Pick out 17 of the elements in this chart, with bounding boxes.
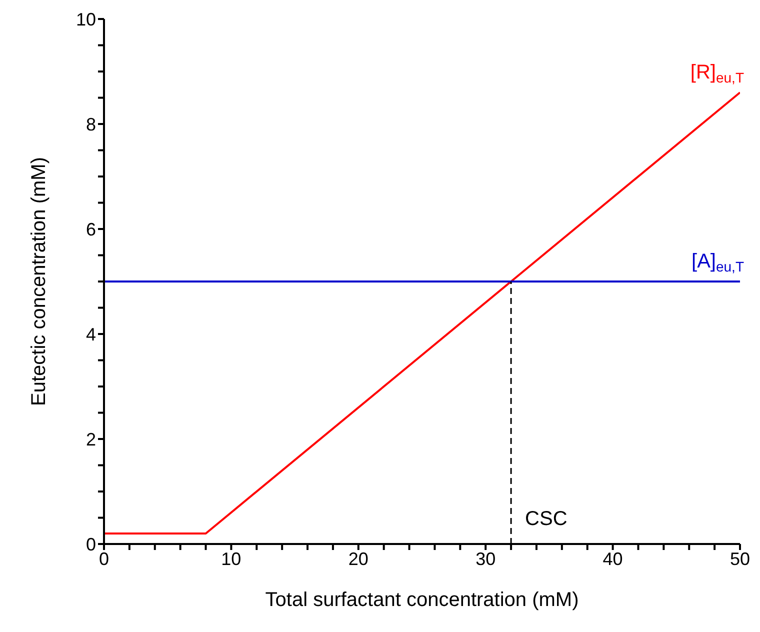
y-tick-label: 0	[86, 534, 96, 554]
x-tick-label: 40	[602, 548, 623, 569]
x-tick-label: 10	[221, 548, 242, 569]
series-label: [R]$_{eu,T}$	[690, 62, 744, 86]
y-tick-label: 10	[76, 9, 96, 30]
x-tick-label: 50	[730, 548, 750, 569]
x-tick-label: 20	[348, 548, 368, 569]
y-tick-label: 6	[86, 219, 96, 240]
y-axis-title: Eutectic concentration (mM)	[28, 157, 50, 406]
y-tick-label: 2	[86, 429, 96, 450]
x-tick-label: 30	[476, 548, 496, 569]
y-tick-label: 8	[86, 114, 96, 134]
annotation: CSC	[525, 508, 568, 530]
series-label: [A]$_{eu,T}$	[692, 250, 744, 275]
y-tick-label: 4	[86, 324, 96, 344]
x-axis-title: Total surfactant concentration (mM)	[265, 589, 579, 611]
x-tick-label: 0	[98, 548, 110, 569]
